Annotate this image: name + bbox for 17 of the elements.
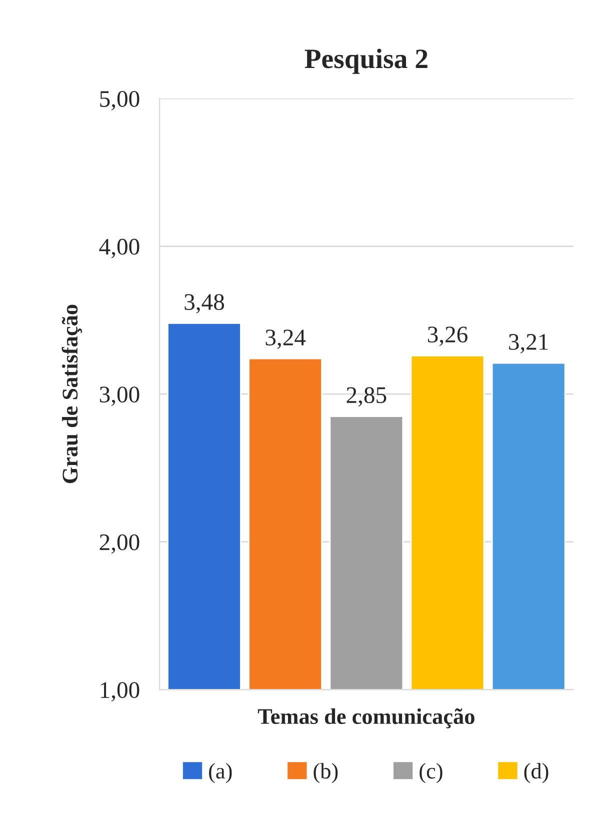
data-label: 3,24 <box>266 330 306 349</box>
data-label: 3,26 <box>428 326 468 346</box>
y-tick-label: 2,00 <box>100 534 140 554</box>
x-axis-title: Temas de comunicação <box>258 708 474 728</box>
data-label: 2,85 <box>346 387 386 407</box>
y-tick-label: 3,00 <box>100 386 140 406</box>
y-tick-label: 4,00 <box>99 238 140 258</box>
legend-label: (d) <box>524 762 548 784</box>
y-tick-label: 1,00 <box>100 682 140 702</box>
data-label: 3,21 <box>509 334 548 354</box>
legend-label: (a) <box>209 762 232 784</box>
y-axis-title: Grau de Satisfação <box>62 304 82 484</box>
y-tick-label: 5,00 <box>100 91 140 110</box>
legend-label: (b) <box>314 762 338 784</box>
chart-title: Pesquisa 2 <box>304 48 428 74</box>
data-label: 3,48 <box>184 294 224 314</box>
legend-label: (c) <box>420 762 442 784</box>
